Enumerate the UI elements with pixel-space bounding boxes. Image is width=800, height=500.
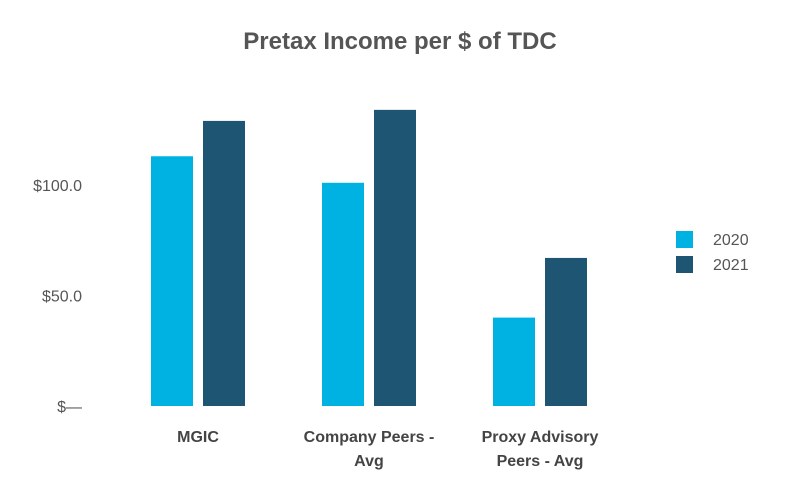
category-labels: MGIC Company Peers - Avg Proxy Advisory Peer…: [177, 429, 598, 470]
category-label: Company Peers -: [304, 429, 435, 446]
bar-2020-0: [151, 156, 193, 406]
bar-2021-2: [545, 257, 587, 406]
bar-2020-2: [493, 317, 535, 406]
legend-label: 2021: [713, 257, 749, 274]
legend-swatch-2020: [676, 231, 693, 248]
legend-swatch-2021: [676, 256, 693, 273]
bar-2021-1: [374, 109, 416, 407]
y-axis-ticks: $— $50.0 $100.0: [33, 178, 82, 416]
bars: [151, 109, 587, 407]
y-tick-label: $100.0: [33, 178, 82, 195]
y-tick-label: $—: [57, 399, 82, 416]
y-tick-label: $50.0: [42, 289, 82, 306]
bar-2021-0: [203, 120, 245, 406]
legend-label: 2020: [713, 232, 749, 249]
chart-title: Pretax Income per $ of TDC: [243, 28, 556, 55]
category-label: Avg: [354, 453, 384, 470]
category-label: Peers - Avg: [497, 453, 584, 470]
bar-2020-1: [322, 182, 364, 406]
legend: 2020 2021: [676, 231, 749, 274]
category-label: Proxy Advisory: [482, 429, 599, 446]
category-label: MGIC: [177, 429, 219, 446]
